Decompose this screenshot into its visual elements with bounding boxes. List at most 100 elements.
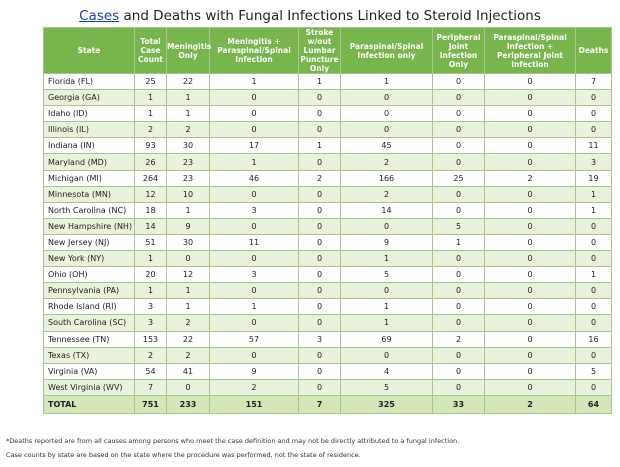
value-cell: 0 [209,185,299,203]
value-cell: 0 [209,105,299,123]
state-cell: Florida (FL) [43,72,135,91]
value-cell: 0 [575,346,612,364]
value-cell: 0 [298,185,341,203]
value-cell: 0 [298,314,341,332]
value-cell: 1 [166,89,210,107]
value-cell: 1 [298,72,341,91]
value-cell: 1 [340,250,433,268]
value-cell: 264 [134,169,167,187]
footnote-case-counts: Case counts by state are based on the st… [6,451,361,459]
value-cell: 0 [484,266,576,284]
table-row: New Jersey (NJ) 51 30 11 0 9 1 0 0 [43,233,612,252]
table-row: Virginia (VA) 54 41 9 0 4 0 0 5 [43,362,612,380]
value-cell: 0 [298,266,341,284]
header-paraspinal-peripheral: Paraspinal/Spinal Infection + Peripheral… [484,27,576,74]
cases-link[interactable]: Cases [79,8,120,24]
value-cell: 0 [209,217,299,235]
value-cell: 0 [166,378,210,396]
value-cell: 0 [340,89,433,107]
value-cell: 1 [134,250,167,268]
value-cell: 0 [432,153,485,171]
value-cell: 0 [298,233,341,252]
value-cell: 1 [575,266,612,284]
value-cell: 0 [432,137,485,155]
table-row: New Hampshire (NH) 14 9 0 0 0 5 0 0 [43,217,612,235]
value-cell: 0 [209,314,299,332]
value-cell: 5 [575,362,612,380]
state-cell: Minnesota (MN) [43,185,135,203]
footnote-deaths: *Deaths reported are from all causes amo… [6,437,460,445]
state-cell: Indiana (IN) [43,137,135,155]
value-cell: 0 [298,121,341,139]
state-cell: North Carolina (NC) [43,201,135,219]
total-label: TOTAL [43,394,135,414]
value-cell: 0 [298,89,341,107]
value-cell: 0 [432,346,485,364]
value-cell: 1 [209,72,299,91]
value-cell: 3 [134,314,167,332]
value-cell: 1 [340,72,433,91]
value-cell: 46 [209,169,299,187]
value-cell: 0 [432,378,485,396]
value-cell: 1 [575,201,612,219]
value-cell: 0 [484,121,576,139]
value-cell: 0 [432,72,485,91]
value-cell: 0 [432,185,485,203]
value-cell: 45 [340,137,433,155]
state-cell: Maryland (MD) [43,153,135,171]
value-cell: 1 [209,153,299,171]
value-cell: 0 [298,250,341,268]
value-cell: 3 [209,266,299,284]
value-cell: 1 [298,137,341,155]
total-cell: 325 [340,394,433,414]
title-rest: and Deaths with Fungal Infections Linked… [119,8,541,24]
value-cell: 0 [575,250,612,268]
value-cell: 0 [575,105,612,123]
value-cell: 19 [575,169,612,187]
value-cell: 2 [340,185,433,203]
value-cell: 1 [166,105,210,123]
value-cell: 2 [166,121,210,139]
state-cell: Texas (TX) [43,346,135,364]
value-cell: 0 [484,362,576,380]
value-cell: 1 [166,201,210,219]
state-cell: Ohio (OH) [43,266,135,284]
page-title: Cases and Deaths with Fungal Infections … [0,7,620,25]
value-cell: 2 [298,169,341,187]
value-cell: 5 [340,378,433,396]
value-cell: 0 [432,266,485,284]
value-cell: 0 [432,362,485,380]
value-cell: 17 [209,137,299,155]
value-cell: 41 [166,362,210,380]
value-cell: 0 [484,217,576,235]
value-cell: 16 [575,330,612,348]
state-cell: New York (NY) [43,250,135,268]
value-cell: 30 [166,233,210,252]
table-row: Illinois (IL) 2 2 0 0 0 0 0 0 [43,121,612,139]
value-cell: 0 [484,201,576,219]
value-cell: 23 [166,169,210,187]
value-cell: 7 [575,72,612,91]
value-cell: 2 [432,330,485,348]
value-cell: 0 [575,89,612,107]
state-cell: New Hampshire (NH) [43,217,135,235]
table-row: Indiana (IN) 93 30 17 1 45 0 0 11 [43,137,612,155]
value-cell: 0 [298,282,341,300]
value-cell: 0 [575,121,612,139]
value-cell: 2 [340,153,433,171]
state-cell: Illinois (IL) [43,121,135,139]
value-cell: 0 [298,298,341,316]
total-cell: 751 [134,394,167,414]
state-cell: West Virginia (WV) [43,378,135,396]
header-deaths: Deaths [575,27,612,74]
state-cell: Idaho (ID) [43,105,135,123]
value-cell: 2 [134,346,167,364]
value-cell: 11 [209,233,299,252]
value-cell: 14 [134,217,167,235]
total-row: TOTAL 751 233 151 7 325 33 2 64 [43,394,612,414]
value-cell: 14 [340,201,433,219]
value-cell: 9 [166,217,210,235]
header-meningitis-only: Meningitis Only [166,27,211,74]
value-cell: 0 [298,105,341,123]
value-cell: 0 [209,282,299,300]
